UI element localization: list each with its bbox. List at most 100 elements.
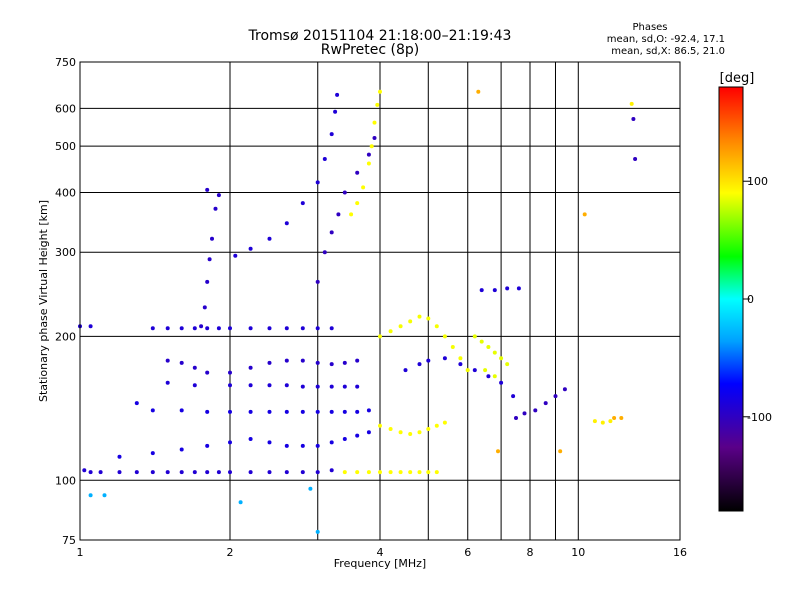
data-point — [342, 409, 347, 414]
data-point — [442, 420, 447, 425]
data-point — [165, 326, 170, 331]
data-point — [631, 117, 636, 121]
data-point — [496, 449, 500, 454]
data-point — [355, 433, 360, 438]
data-point — [388, 329, 393, 334]
data-point — [499, 356, 504, 361]
x-tick-label: 4 — [377, 546, 384, 559]
data-point — [511, 394, 516, 399]
data-point — [417, 470, 422, 475]
data-point — [375, 102, 380, 107]
data-point — [329, 468, 334, 473]
data-point — [88, 493, 93, 498]
data-point — [403, 368, 408, 373]
data-point — [329, 384, 334, 389]
data-point — [102, 493, 107, 498]
data-point — [476, 89, 481, 94]
data-point — [426, 316, 431, 321]
data-point — [284, 470, 289, 475]
x-tick-label: 2 — [227, 546, 234, 559]
data-point — [205, 326, 210, 331]
data-point — [228, 409, 232, 414]
data-point — [366, 152, 371, 157]
data-point — [398, 430, 403, 435]
data-point — [192, 383, 197, 388]
data-point — [543, 401, 548, 406]
data-point — [233, 253, 238, 258]
data-point — [267, 409, 272, 414]
data-point — [179, 447, 184, 452]
data-point — [284, 221, 289, 226]
data-point — [205, 187, 210, 192]
data-point — [355, 384, 360, 389]
data-point — [472, 368, 477, 373]
data-point — [213, 206, 218, 211]
x-tick-label: 8 — [527, 546, 534, 559]
data-point — [342, 190, 347, 195]
colorbar-label: [deg] — [720, 71, 755, 86]
data-point — [284, 443, 289, 448]
data-point — [300, 409, 305, 414]
data-point — [434, 470, 439, 475]
data-point — [553, 394, 558, 399]
data-point — [207, 257, 212, 262]
data-point — [315, 326, 320, 331]
data-point — [205, 409, 210, 414]
data-point — [134, 401, 139, 406]
data-point — [450, 345, 455, 349]
data-point — [355, 170, 360, 175]
data-point — [417, 362, 422, 367]
data-point — [300, 443, 305, 448]
data-point — [315, 279, 320, 284]
y-tick-label: 750 — [55, 56, 76, 69]
data-point — [322, 157, 327, 161]
data-point — [612, 416, 617, 420]
x-tick-label: 6 — [464, 546, 471, 559]
data-point — [210, 236, 214, 241]
data-point — [619, 416, 624, 420]
phases-title: Phases — [632, 22, 667, 33]
data-point — [426, 470, 431, 475]
data-point — [516, 286, 521, 291]
data-point — [179, 470, 184, 475]
data-point — [82, 468, 87, 473]
grid-lines — [80, 62, 680, 540]
data-point — [361, 185, 366, 190]
data-point — [562, 387, 567, 392]
data-point — [465, 368, 470, 373]
data-point — [329, 440, 334, 445]
data-point — [228, 326, 232, 331]
data-point — [228, 370, 232, 375]
data-point — [98, 470, 103, 475]
data-point — [308, 486, 313, 491]
data-point — [284, 358, 289, 363]
data-point — [505, 286, 510, 291]
y-tick-label: 500 — [55, 140, 76, 153]
x-tick-label: 1 — [77, 546, 84, 559]
y-tick-label: 300 — [55, 246, 76, 259]
data-point — [522, 411, 527, 416]
data-point — [315, 384, 320, 389]
y-axis-ticks: 75 100 200 300 400 500 600 750 — [55, 56, 76, 547]
data-point — [150, 408, 155, 413]
data-point — [492, 288, 497, 293]
chart-subtitle: RwPretec (8p) — [321, 42, 419, 58]
data-point — [267, 470, 272, 475]
data-point — [483, 368, 488, 373]
data-point — [238, 500, 243, 505]
data-point — [499, 380, 504, 385]
data-point — [458, 356, 463, 361]
data-point — [248, 246, 253, 251]
chart-title: Tromsø 20151104 21:18:00–21:19:43 — [248, 28, 512, 44]
data-point — [267, 440, 272, 445]
data-point — [267, 236, 272, 241]
data-point — [342, 384, 347, 389]
data-point — [165, 470, 170, 475]
y-tick-label: 600 — [55, 102, 76, 115]
data-point — [329, 230, 334, 235]
data-point — [378, 423, 382, 428]
y-tick-label: 100 — [55, 474, 76, 487]
data-point — [355, 470, 360, 475]
data-point — [315, 409, 320, 414]
data-point — [608, 419, 613, 424]
